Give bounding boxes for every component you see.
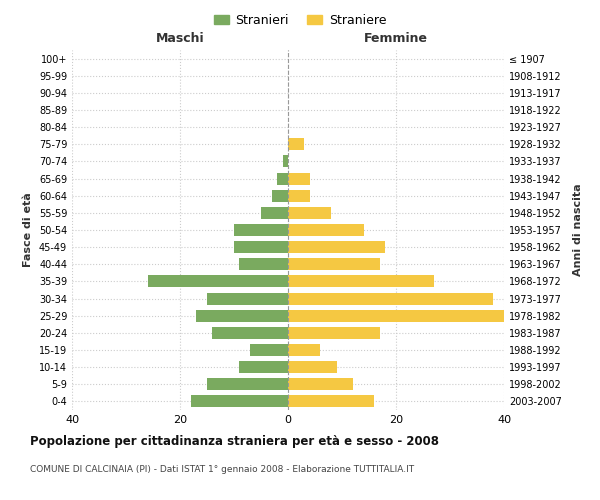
Bar xyxy=(207,378,288,390)
Text: COMUNE DI CALCINAIA (PI) - Dati ISTAT 1° gennaio 2008 - Elaborazione TUTTITALIA.: COMUNE DI CALCINAIA (PI) - Dati ISTAT 1°… xyxy=(30,465,414,474)
Text: Maschi: Maschi xyxy=(155,32,205,45)
Bar xyxy=(288,190,310,202)
Bar xyxy=(148,276,288,287)
Bar xyxy=(239,361,288,373)
Bar xyxy=(288,327,380,339)
Bar xyxy=(288,172,310,184)
Bar xyxy=(288,138,304,150)
Text: Femmine: Femmine xyxy=(364,32,428,45)
Bar xyxy=(212,327,288,339)
Bar xyxy=(288,276,434,287)
Bar xyxy=(283,156,288,168)
Bar xyxy=(234,241,288,253)
Bar xyxy=(288,378,353,390)
Bar xyxy=(288,207,331,219)
Bar xyxy=(288,396,374,407)
Legend: Stranieri, Straniere: Stranieri, Straniere xyxy=(209,8,391,32)
Bar xyxy=(191,396,288,407)
Bar xyxy=(207,292,288,304)
Bar xyxy=(234,224,288,236)
Bar xyxy=(277,172,288,184)
Y-axis label: Fasce di età: Fasce di età xyxy=(23,192,33,268)
Bar xyxy=(288,361,337,373)
Bar xyxy=(288,258,380,270)
Bar xyxy=(261,207,288,219)
Bar xyxy=(250,344,288,356)
Bar xyxy=(272,190,288,202)
Bar xyxy=(288,310,504,322)
Y-axis label: Anni di nascita: Anni di nascita xyxy=(573,184,583,276)
Bar xyxy=(288,344,320,356)
Bar xyxy=(288,292,493,304)
Bar xyxy=(239,258,288,270)
Bar xyxy=(196,310,288,322)
Bar xyxy=(288,241,385,253)
Text: Popolazione per cittadinanza straniera per età e sesso - 2008: Popolazione per cittadinanza straniera p… xyxy=(30,435,439,448)
Bar xyxy=(288,224,364,236)
